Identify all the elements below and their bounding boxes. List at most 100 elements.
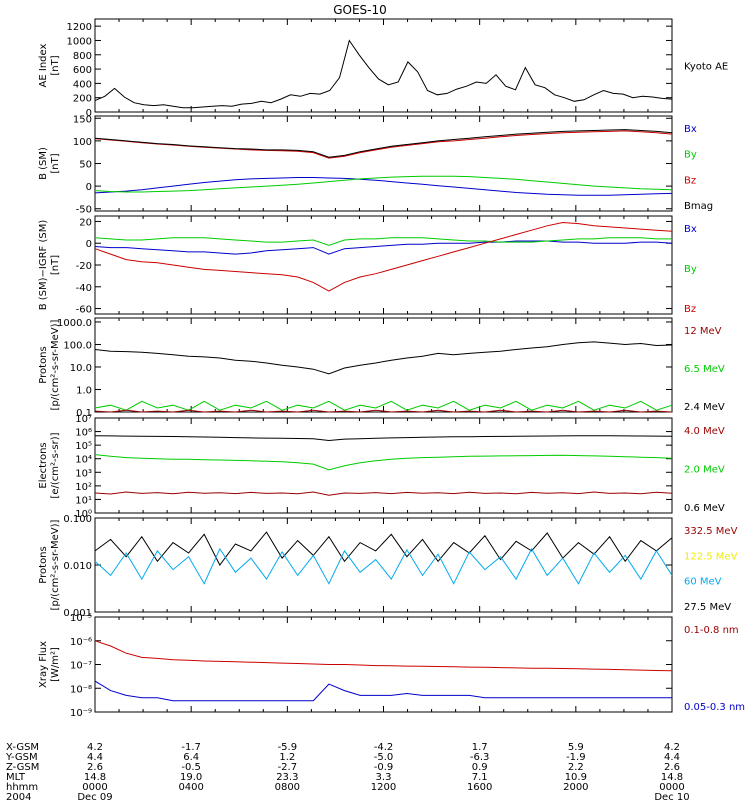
y-tick-label: 0.001 — [63, 608, 92, 619]
y-axis-label: B (SM) — [38, 147, 49, 180]
footer-cell: 0000 — [82, 782, 107, 793]
series-2-4-mev — [94, 341, 673, 375]
footer-row-label: X-GSM — [6, 742, 39, 753]
panel-frame — [94, 417, 673, 514]
y-axis-unit: [nT] — [50, 55, 61, 75]
legend-label: 60 MeV — [684, 577, 722, 588]
footer-cell: -4.2 — [374, 742, 394, 753]
footer-cell: -5.9 — [278, 742, 298, 753]
y-tick-label: 10⁰ — [75, 509, 92, 520]
y-tick-label: -40 — [76, 283, 92, 294]
legend-label: By — [684, 150, 697, 161]
panel-protons2: 0.100 0.010 0.001 Protons [p/(cm²-s-sr-MeV)]… — [38, 514, 738, 619]
series-2-0-mev — [94, 454, 673, 471]
series-by — [94, 237, 672, 246]
y-axis-label: B (SM)−IGRF (SM) — [38, 220, 49, 311]
y-tick-label: 10⁷ — [75, 414, 92, 425]
footer-cell: 3.3 — [376, 772, 392, 783]
series-4-0-mev — [94, 435, 673, 442]
footer-cell: -0.5 — [181, 762, 201, 773]
y-tick-label: 0 — [86, 108, 92, 119]
y-tick-label: 800 — [73, 51, 92, 62]
plot-title: GOES-10 — [333, 3, 387, 17]
legend-label: 12 MeV — [684, 326, 722, 337]
footer-cell: 14.8 — [661, 772, 683, 783]
panel-frame — [94, 517, 673, 613]
panel-ae: 1200 1000 800 600 400 200 0 AE Index [nT] Kyoto A… — [38, 18, 728, 119]
legend-label: 27.5 MeV — [684, 602, 731, 613]
footer-row-label: Z-GSM — [6, 762, 39, 773]
panel-frame — [94, 18, 673, 113]
footer-cell: 1.7 — [472, 742, 488, 753]
panel-bsm: 150 100 50 0 -50 B (SM) [nT] Bx By Bz Bmag — [38, 114, 713, 215]
series-bz — [94, 130, 673, 159]
legend-label: Bz — [684, 175, 696, 186]
panel-electrons: 10⁷ 10⁶ 10⁵ 10⁴ 10³ 10² 10¹ 10⁰ Electrons [e/(cm²… — [38, 414, 725, 520]
series-bx — [94, 240, 673, 255]
footer-cell: Dec 10 — [654, 792, 689, 800]
legend-label: 2.4 MeV — [684, 402, 725, 413]
y-tick-label: 600 — [73, 65, 92, 76]
y-tick-label: 10⁻⁸ — [70, 684, 92, 695]
y-tick-label: 10⁵ — [75, 441, 92, 452]
panel-bigrf: 20 0 -20 -40 -60 B (SM)−IGRF (SM) [nT] Bx By Bz — [38, 215, 697, 316]
series-0-05-0-3-nm — [94, 680, 672, 702]
series-12-mev — [94, 409, 673, 413]
series-by — [94, 175, 673, 193]
legend-label: 0.6 MeV — [684, 503, 725, 514]
y-axis-label: Protons — [38, 546, 49, 583]
y-tick-label: 0.1 — [76, 408, 92, 419]
y-tick-label: 0.010 — [63, 561, 92, 572]
footer-cell: 4.4 — [664, 752, 680, 763]
footer-cell: 6.4 — [183, 752, 199, 763]
legend-label: 6.5 MeV — [684, 364, 725, 375]
y-tick-label: -20 — [76, 261, 92, 272]
footer-cell: -0.9 — [374, 762, 394, 773]
legend-label: Bx — [684, 124, 697, 135]
y-axis-label: Electrons — [38, 442, 49, 488]
footer-row-label: hhmm — [6, 782, 38, 793]
y-tick-label: 10¹ — [75, 495, 92, 506]
y-tick-label: 0 — [86, 239, 92, 250]
footer-cell: 1.2 — [279, 752, 295, 763]
panel-xray: 10⁻⁵ 10⁻⁶ 10⁻⁷ 10⁻⁸ 10⁻⁹ Xray Flux [W/m²] 0.1-0… — [38, 613, 745, 719]
y-axis-unit: [W/m²] — [50, 647, 61, 682]
footer-cell: 2.6 — [664, 762, 680, 773]
legend-label: 4.0 MeV — [684, 426, 725, 437]
footer-cell: -1.7 — [181, 742, 201, 753]
y-tick-label: 10.0 — [70, 363, 92, 374]
y-tick-label: 1000 — [67, 36, 92, 47]
y-axis-label: Protons — [38, 346, 49, 383]
y-axis-label: AE Index — [38, 43, 49, 87]
y-tick-label: 10⁻⁷ — [70, 661, 92, 672]
footer-cell: 14.8 — [84, 772, 106, 783]
footer-cell: -6.3 — [470, 752, 490, 763]
footer-cell: 23.3 — [276, 772, 298, 783]
footer-cell: 0400 — [178, 782, 203, 793]
y-axis-unit: [p/(cm²-s-sr-MeV)] — [50, 519, 61, 610]
y-tick-label: 10⁴ — [75, 455, 92, 466]
footer-cell: 4.4 — [87, 752, 103, 763]
footer-cell: 1200 — [371, 782, 396, 793]
legend-label: Bz — [684, 304, 696, 315]
series-kyoto-ae — [94, 39, 673, 109]
y-axis-unit: [e/(cm²-s-sr)] — [50, 432, 61, 498]
legend-label: 2.0 MeV — [684, 465, 725, 476]
legend-label: 332.5 MeV — [684, 526, 738, 537]
footer-cell: 2.2 — [568, 762, 584, 773]
panel-frame — [94, 317, 673, 413]
footer-cell: 0000 — [659, 782, 684, 793]
series-60-mev — [94, 547, 673, 585]
legend-label: 0.1-0.8 nm — [684, 625, 739, 636]
y-tick-label: 1000.0 — [57, 318, 92, 329]
y-tick-label: 20 — [79, 217, 92, 228]
y-tick-label: 400 — [73, 79, 92, 90]
panel-frame — [94, 215, 673, 315]
legend-label: Kyoto AE — [684, 62, 728, 73]
y-tick-label: 1.0 — [76, 385, 92, 396]
y-tick-label: 10⁻⁶ — [70, 637, 92, 648]
footer-cell: 1600 — [467, 782, 492, 793]
footer-row-label: MLT — [6, 772, 26, 783]
